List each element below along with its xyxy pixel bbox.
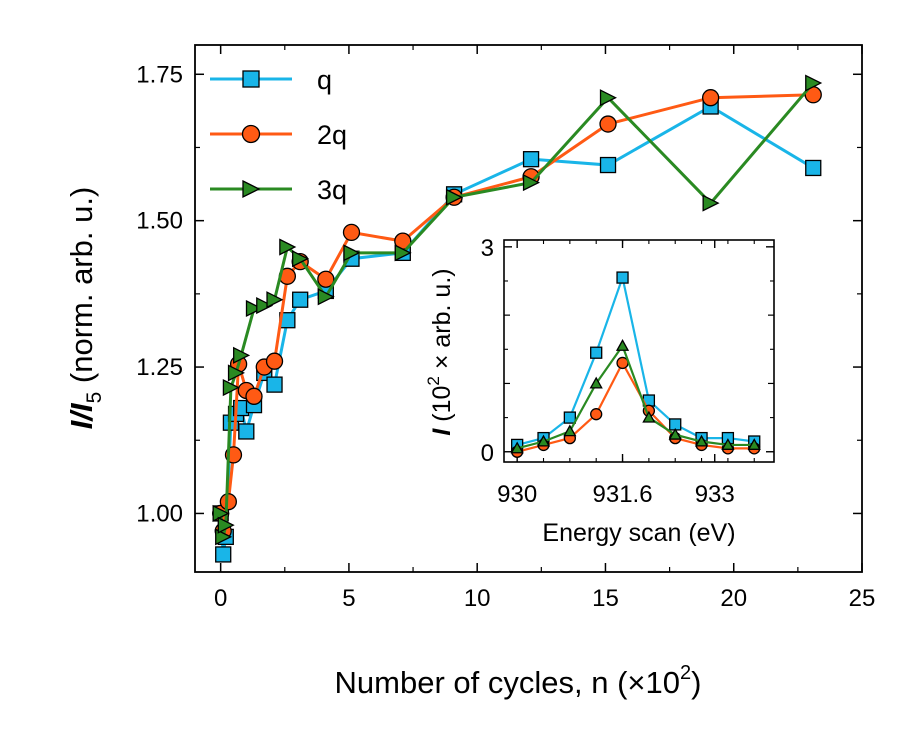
- inset-data-point-3q: [668, 427, 682, 440]
- data-point-2q: [342, 223, 361, 242]
- y-axis-title-i5: I: [64, 402, 99, 412]
- inset-data-point-3q: [642, 410, 656, 423]
- main-plot-frame: [194, 44, 863, 573]
- data-point-2q: [245, 387, 263, 405]
- data-point-3q: [522, 174, 541, 192]
- inset-data-point-3q: [536, 434, 551, 447]
- x-tick-label: 20: [720, 585, 747, 612]
- inset-x-tick-label: 931.6: [593, 481, 653, 508]
- data-point-2q: [317, 270, 335, 288]
- inset-data-point-3q: [563, 424, 577, 437]
- data-point-q: [522, 151, 540, 168]
- inset-data-point-3q: [615, 339, 630, 351]
- x-axis-title-sup: 2: [680, 662, 691, 684]
- y-axis-title: I/I5 (norm. arb. u.): [64, 187, 106, 430]
- legend-marker-2q: [241, 124, 261, 144]
- x-tick-label: 5: [342, 585, 355, 612]
- data-point-3q: [805, 74, 823, 92]
- inset-data-point-3q: [721, 438, 735, 450]
- y-axis-title-slash: /: [64, 409, 99, 423]
- y-tick-label: 1.00: [136, 500, 183, 527]
- inset-data-point-3q: [747, 438, 761, 450]
- y-axis-title-sub: 5: [83, 392, 106, 404]
- inset-series-3q: [510, 339, 761, 454]
- inset-x-axis-title: Energy scan (eV): [542, 519, 735, 547]
- data-point-3q: [256, 297, 274, 315]
- inset-y-title-sup: 2: [424, 376, 443, 385]
- inset-y-title-base: (10: [428, 386, 456, 429]
- inset-data-point-q: [616, 271, 629, 284]
- legend-marker-3q: [242, 179, 261, 199]
- data-point-3q: [445, 188, 464, 206]
- y-tick-label: 1.50: [136, 208, 183, 235]
- x-tick-label: 0: [214, 585, 227, 612]
- legend-label-q: q: [317, 65, 332, 95]
- data-point-3q: [292, 250, 310, 268]
- data-point-3q: [266, 291, 284, 309]
- inset-data-point-q: [590, 346, 603, 359]
- data-point-2q: [701, 89, 720, 107]
- data-point-3q: [702, 194, 720, 212]
- data-point-3q: [599, 89, 617, 107]
- inset-series-line-2q: [516, 360, 755, 453]
- inset-plot: 930 931.6 933 0 3 Energy scan (eV) I (102 × ar…: [424, 235, 775, 547]
- x-axis-title-text: Number of cycles, n (×10: [335, 665, 680, 700]
- y-axis-title-i: I: [64, 419, 99, 429]
- data-point-q: [292, 291, 309, 308]
- data-point-3q: [222, 378, 240, 397]
- data-point-3q: [227, 364, 245, 382]
- data-point-3q: [215, 528, 233, 546]
- inset-y-tick-label: 3: [481, 235, 494, 262]
- y-tick-label: 1.75: [136, 61, 183, 88]
- data-point-q: [805, 159, 822, 177]
- data-point-3q: [317, 288, 335, 306]
- y-axis-title-rest: (norm. arb. u.): [64, 187, 99, 392]
- legend-marker-q: [242, 70, 260, 88]
- inset-y-tick-label: 0: [481, 440, 494, 467]
- series-3q: [212, 74, 823, 546]
- inset-y-title-i: I: [428, 428, 456, 436]
- inset-data-point-3q: [589, 376, 603, 389]
- x-tick-label: 15: [592, 585, 619, 612]
- legend: q 2q 3q: [210, 65, 347, 205]
- data-point-q: [266, 376, 283, 393]
- inset-data-point-2q: [590, 408, 603, 421]
- inset-x-tick-label: 933: [695, 481, 735, 508]
- x-axis-title: Number of cycles, n (×102): [335, 662, 702, 700]
- data-point-q: [215, 546, 232, 563]
- data-point-q: [238, 423, 255, 440]
- data-point-3q: [343, 244, 361, 262]
- inset-series-line-3q: [516, 343, 755, 450]
- inset-data-point-q: [563, 411, 577, 424]
- y-tick-label: 1.25: [136, 354, 183, 381]
- data-point-q: [599, 156, 617, 174]
- x-tick-label: 25: [849, 585, 876, 612]
- data-point-3q: [233, 346, 251, 364]
- inset-data-point-3q: [694, 434, 709, 447]
- data-point-2q: [265, 352, 284, 370]
- x-tick-label: 10: [464, 585, 491, 612]
- data-point-3q: [279, 238, 297, 256]
- data-point-3q: [217, 516, 235, 534]
- legend-label-3q: 3q: [317, 175, 347, 205]
- inset-y-axis-title: I (102 × arb. u.): [424, 268, 456, 435]
- inset-x-tick-label: 930: [497, 481, 537, 508]
- legend-label-2q: 2q: [317, 120, 347, 150]
- data-point-2q: [599, 115, 617, 133]
- inset-y-title-rest: × arb. u.): [428, 268, 456, 376]
- data-point-3q: [394, 244, 412, 262]
- data-point-3q: [212, 504, 230, 522]
- inset-data-point-3q: [510, 441, 524, 454]
- x-axis-title-end: ): [691, 665, 701, 700]
- inset-series-line-q: [516, 273, 755, 446]
- data-point-3q: [245, 299, 263, 318]
